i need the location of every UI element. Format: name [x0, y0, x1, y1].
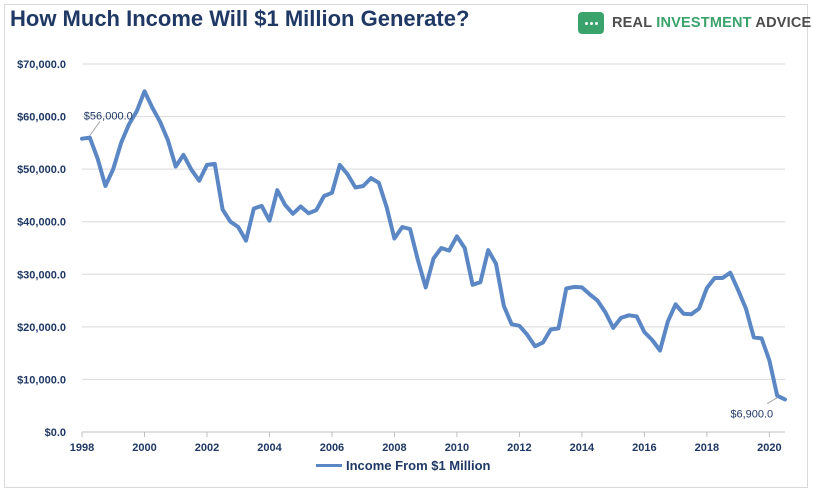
x-tick-label: 2008: [382, 442, 406, 454]
annotation-leader: [89, 121, 101, 136]
x-tick-label: 2004: [257, 442, 282, 454]
chart-frame: [4, 4, 808, 488]
brand-logo: REAL INVESTMENT ADVICE: [578, 12, 811, 34]
series-line: [80, 89, 787, 402]
brand-name: REAL INVESTMENT ADVICE: [612, 15, 811, 31]
legend: Income From $1 Million: [316, 458, 490, 473]
brand-word-1: REAL: [612, 15, 653, 31]
chart-title: How Much Income Will $1 Million Generate…: [10, 6, 470, 31]
annotation-label-start: $56,000.0: [84, 111, 133, 123]
y-tick-label: $10,000.0: [17, 374, 66, 386]
y-tick-label: $60,000.0: [17, 112, 66, 124]
x-tick-label: 2020: [757, 442, 781, 454]
y-tick-label: $70,000.0: [17, 59, 66, 71]
x-tick-label: 2006: [320, 442, 344, 454]
y-tick-label: $20,000.0: [17, 322, 66, 334]
x-tick-label: 2000: [132, 442, 156, 454]
y-tick-label: $30,000.0: [17, 269, 66, 281]
y-tick-label: $0.0: [45, 427, 66, 439]
x-tick-label: 2016: [632, 442, 656, 454]
legend-swatch: [316, 464, 342, 467]
x-tick-label: 2012: [507, 442, 531, 454]
x-tick-label: 2010: [445, 442, 469, 454]
x-tick-label: 2018: [695, 442, 719, 454]
brand-word-3: ADVICE: [755, 15, 812, 31]
x-tick-label: 1998: [70, 442, 94, 454]
annotation-label-end: $6,900.0: [730, 409, 773, 421]
x-tick-label: 2002: [195, 442, 219, 454]
x-tick-label: 2014: [570, 442, 595, 454]
legend-label: Income From $1 Million: [346, 458, 491, 473]
y-tick-label: $50,000.0: [17, 164, 66, 176]
y-tick-label: $40,000.0: [17, 217, 66, 229]
chat-bubble-icon: [578, 12, 604, 34]
brand-word-2: INVESTMENT: [656, 15, 752, 31]
annotation-leader: [766, 397, 778, 405]
